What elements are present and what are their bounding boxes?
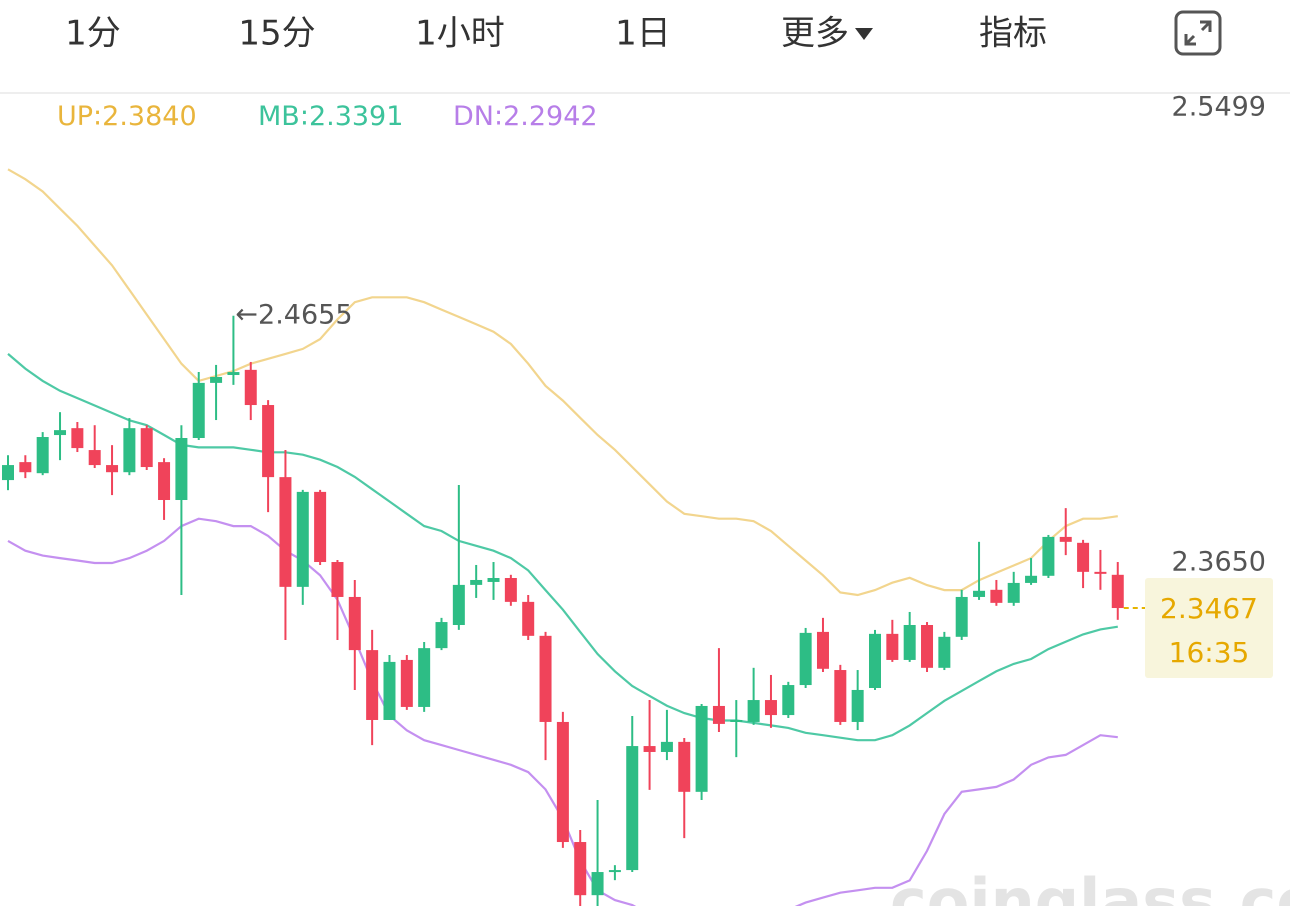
candle-body (348, 596, 361, 651)
candle-body (504, 578, 517, 602)
candle-body (1111, 574, 1124, 609)
candle-body (990, 589, 1003, 603)
current-price: 2.3467 (1160, 592, 1258, 625)
candle-body (747, 700, 760, 722)
candle-body (2, 465, 14, 481)
candle-body (834, 670, 847, 722)
candle-body (799, 632, 812, 686)
candle-body (869, 633, 881, 688)
band-line (7, 353, 1118, 742)
candle-body (903, 625, 916, 660)
candle-body (123, 428, 136, 473)
candle-body (643, 746, 656, 752)
candle-body (1059, 536, 1072, 542)
candle-body (262, 405, 275, 478)
candle-body (470, 579, 483, 585)
candle-body (314, 491, 327, 563)
candle-body (730, 719, 743, 722)
candle-body (71, 428, 84, 449)
candle-body (678, 741, 691, 792)
watermark: coinglass.com (890, 865, 1290, 906)
candle-body (383, 661, 396, 720)
candle-body (140, 428, 153, 468)
candle-body (88, 450, 101, 466)
countdown: 16:35 (1169, 636, 1250, 669)
candle-body (54, 430, 67, 436)
candle-body (279, 477, 292, 587)
indicator-label: UP:2.3840 (57, 101, 197, 132)
candle-body (886, 633, 899, 660)
tab[interactable]: 指标 (979, 14, 1047, 54)
candle-body (921, 625, 934, 668)
dropdown-icon (855, 28, 873, 40)
candle-body (366, 650, 379, 720)
tab[interactable]: 1小时 (415, 14, 505, 54)
candle-body (712, 705, 725, 724)
plot (2, 168, 1124, 906)
current-price-box (1145, 578, 1273, 679)
candle-body (973, 590, 986, 597)
y-tick-label: 2.5499 (1172, 92, 1266, 123)
candle-body (1007, 582, 1020, 603)
candle-body (574, 842, 587, 896)
candle-body (955, 596, 968, 637)
candle-body (158, 462, 171, 501)
candle-body (608, 870, 621, 873)
candle-body (626, 746, 639, 871)
candle-body (782, 685, 795, 716)
tab[interactable]: 更多 (781, 14, 849, 54)
indicator-label: DN:2.2942 (453, 101, 598, 132)
candle-body (227, 372, 240, 376)
max-price-value: 2.4655 (258, 299, 352, 330)
tab[interactable]: 15分 (238, 14, 315, 54)
candle-body (539, 635, 552, 722)
fullscreen-button[interactable] (1174, 10, 1222, 56)
candle-body (435, 622, 448, 649)
candle-body (1042, 536, 1055, 576)
candle-body (695, 705, 708, 792)
band-line (7, 168, 1118, 597)
candle-body (1094, 571, 1107, 574)
candle-body (851, 689, 864, 722)
candle-body (175, 438, 188, 501)
candle-body (1025, 575, 1038, 583)
candle-body (106, 465, 119, 473)
candle-body (331, 562, 344, 597)
candle-body (938, 636, 951, 668)
candle-body (36, 437, 49, 474)
candle-body (487, 578, 500, 582)
candle-body (452, 584, 465, 626)
tab[interactable]: 1分 (65, 14, 121, 54)
candle-body (244, 369, 257, 406)
candle-body (764, 700, 777, 716)
candle-body (1077, 542, 1090, 572)
candle-body (192, 382, 205, 439)
candle-body (19, 462, 32, 473)
candle-body (210, 376, 223, 383)
y-tick-label: 2.3650 (1172, 546, 1266, 577)
candle-body (296, 491, 309, 587)
max-price-label: ←2.4655 (235, 299, 352, 330)
candle-body (660, 741, 673, 752)
tab[interactable]: 1日 (615, 14, 671, 54)
candle-body (418, 648, 431, 707)
indicator-label: MB:2.3391 (258, 101, 403, 132)
candle-body (591, 872, 604, 896)
candle-body (522, 601, 535, 636)
candle-body (556, 721, 569, 843)
candle-body (816, 631, 829, 669)
candle-body (400, 659, 413, 707)
